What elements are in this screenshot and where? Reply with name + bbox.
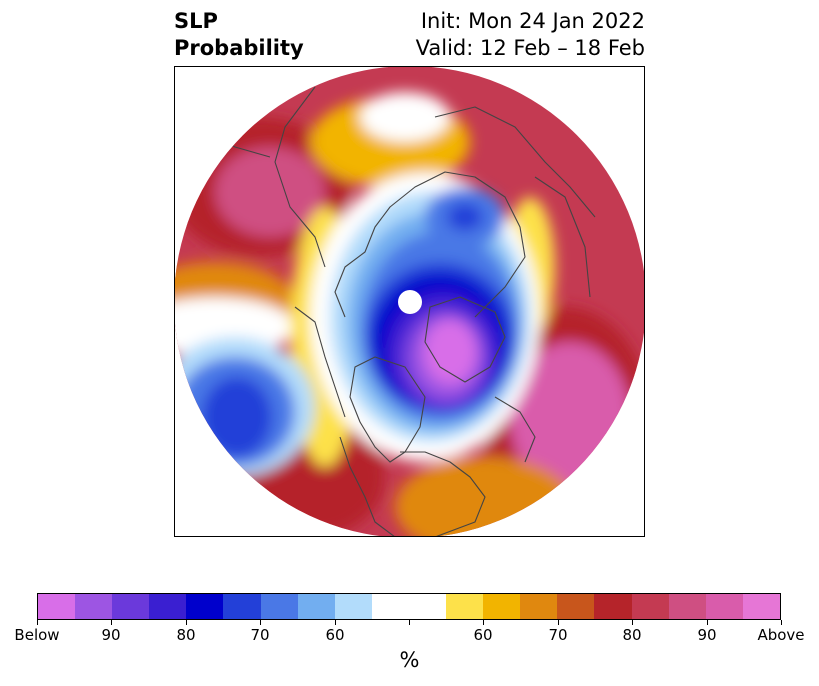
colorbar-tick-label: 70 [548, 626, 568, 644]
colorbar-swatch [594, 594, 632, 619]
colorbar-swatch [38, 594, 76, 619]
colorbar-tick [409, 620, 410, 625]
colorbar-swatch [260, 594, 298, 619]
colorbar-tick-label: 70 [250, 626, 270, 644]
colorbar-tick-label: 90 [697, 626, 717, 644]
title-quantity: Probability [174, 36, 304, 60]
colorbar-tick-labels: Below 90 80 70 60 60 70 80 90 Above [0, 626, 819, 646]
colorbar-swatch [557, 594, 595, 619]
colorbar-unit-label: % [399, 648, 420, 672]
colorbar-swatch [668, 594, 706, 619]
colorbar-tick-label: 80 [176, 626, 196, 644]
colorbar-swatch [520, 594, 558, 619]
colorbar-swatch [408, 594, 447, 619]
colorbar-tick [558, 620, 559, 625]
colorbar-swatch [297, 594, 335, 619]
colorbar-tick [37, 620, 38, 625]
colorbar-tick [707, 620, 708, 625]
colorbar-swatch [334, 594, 372, 619]
valid-range: Valid: 12 Feb – 18 Feb [415, 36, 645, 60]
colorbar-tick-label: 60 [473, 626, 493, 644]
title-variable: SLP [174, 9, 218, 33]
colorbar-swatch [186, 594, 224, 619]
colorbar-tick [260, 620, 261, 625]
colorbar [37, 593, 781, 620]
probability-field [175, 67, 644, 536]
colorbar-swatch [631, 594, 669, 619]
chart-title-left: SLP Probability [174, 8, 304, 62]
colorbar-swatch [371, 594, 409, 619]
colorbar-tick [483, 620, 484, 625]
colorbar-tick [781, 620, 782, 625]
colorbar-swatch [149, 594, 187, 619]
colorbar-tick [186, 620, 187, 625]
colorbar-tick [632, 620, 633, 625]
colorbar-tick-label: 60 [325, 626, 345, 644]
colorbar-swatch [75, 594, 113, 619]
chart-title-right: Init: Mon 24 Jan 2022 Valid: 12 Feb – 18… [416, 8, 645, 62]
colorbar-tick-label: Above [757, 626, 805, 644]
colorbar-swatch [112, 594, 150, 619]
colorbar-ticks [0, 620, 819, 625]
colorbar-tick [111, 620, 112, 625]
polar-map [174, 66, 645, 537]
colorbar-tick-label: Below [14, 626, 60, 644]
probability-map-svg [175, 67, 644, 536]
colorbar-tick [335, 620, 336, 625]
colorbar-swatch [742, 594, 780, 619]
colorbar-tick-label: 90 [101, 626, 121, 644]
colorbar-swatch [223, 594, 261, 619]
colorbar-swatch [446, 594, 484, 619]
colorbar-tick-label: 80 [622, 626, 642, 644]
colorbar-swatch [705, 594, 743, 619]
init-date: Init: Mon 24 Jan 2022 [420, 9, 645, 33]
colorbar-swatch [483, 594, 521, 619]
